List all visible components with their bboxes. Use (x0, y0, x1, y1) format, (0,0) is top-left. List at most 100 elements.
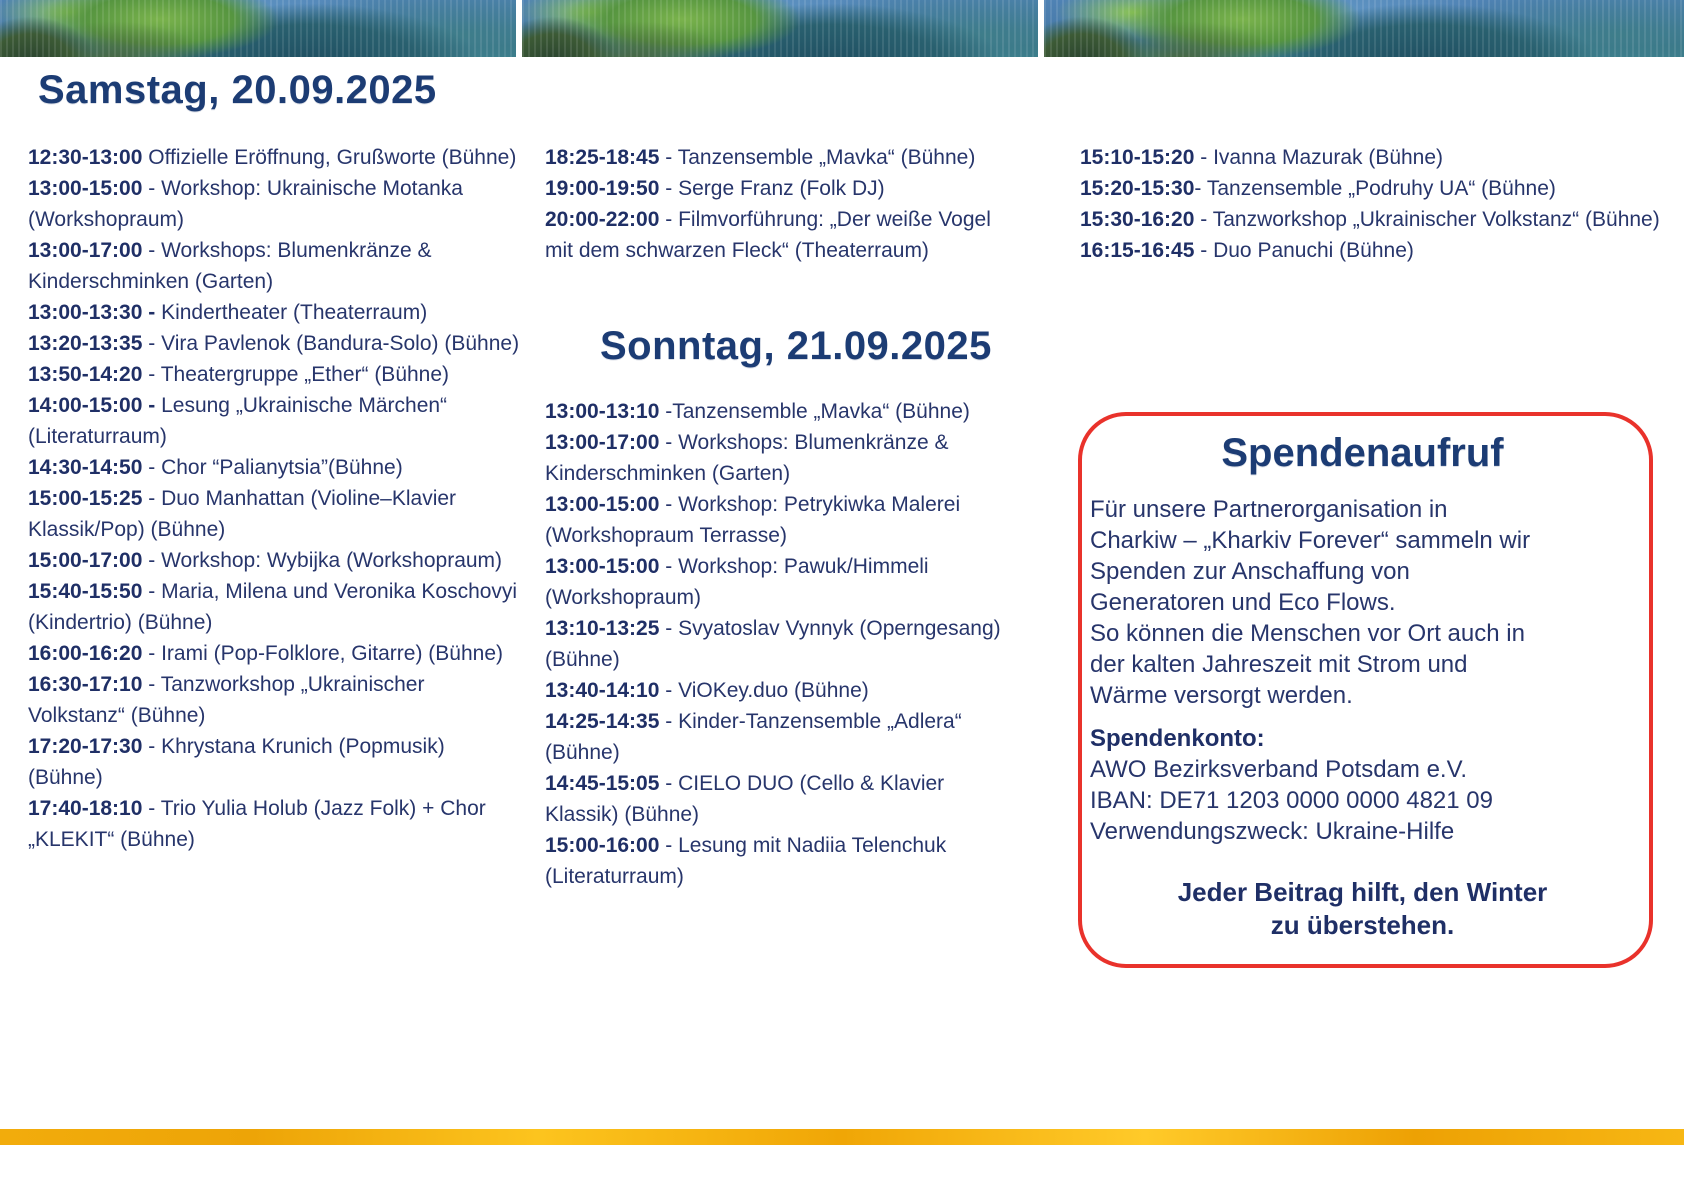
event-time: 13:00-17:00 (28, 239, 143, 262)
event-description: - Irami (Pop-Folklore, Gitarre) (Bühne) (142, 642, 504, 665)
event-description: Offizielle Eröffnung, Grußworte (Bühne) (142, 146, 517, 169)
event-time: 13:10-13:25 (545, 617, 660, 640)
event-description: - Serge Franz (Folk DJ) (659, 177, 885, 200)
schedule-event: 13:50-14:20 - Theatergruppe „Ether“ (Büh… (28, 359, 523, 390)
donation-box: Spendenaufruf Für unsere Partnerorganisa… (1078, 412, 1653, 968)
event-time: 13:00-17:00 (545, 431, 660, 454)
event-description: -Tanzensemble „Mavka“ (Bühne) (659, 400, 970, 423)
donation-body-line: der kalten Jahreszeit mit Strom und (1090, 651, 1468, 678)
event-description: - Workshops: Blumenkränze & Kinderschmin… (28, 239, 432, 293)
event-description: - Tanzensemble „Mavka“ (Bühne) (659, 146, 976, 169)
event-description: - Tanzworkshop „Ukrainischer Volkstanz“ … (1194, 208, 1660, 231)
event-description: - Duo Panuchi (Bühne) (1194, 239, 1414, 262)
schedule-event: 13:20-13:35 - Vira Pavlenok (Bandura-Sol… (28, 328, 523, 359)
event-time: 13:00-13:30 - (28, 301, 156, 324)
event-time: 14:25-14:35 (545, 710, 660, 733)
event-time: 15:40-15:50 (28, 580, 143, 603)
event-time: 15:00-17:00 (28, 549, 143, 572)
schedule-event: 13:00-17:00 - Workshops: Blumenkränze & … (28, 235, 523, 297)
schedule-event: 13:00-17:00 - Workshops: Blumenkränze & … (545, 427, 1015, 489)
schedule-event: 15:20-15:30- Tanzensemble „Podruhy UA“ (… (1080, 173, 1670, 204)
event-time: 15:20-15:30 (1080, 177, 1195, 200)
event-time: 19:00-19:50 (545, 177, 660, 200)
header-art-strip (0, 0, 1684, 57)
event-time: 17:20-17:30 (28, 735, 143, 758)
schedule-event: 14:25-14:35 - Kinder-Tanzensemble „Adler… (545, 706, 1015, 768)
schedule-event: 15:00-17:00 - Workshop: Wybijka (Worksho… (28, 545, 523, 576)
event-description: - Ivanna Mazurak (Bühne) (1194, 146, 1444, 169)
schedule-event: 15:40-15:50 - Maria, Milena und Veronika… (28, 576, 523, 638)
event-description: Lesung „Ukrainische Märchen“ (Literaturr… (28, 394, 448, 448)
donation-title: Spendenaufruf (1221, 431, 1504, 475)
schedule-event: 20:00-22:00 - Filmvorführung: „Der weiße… (545, 204, 1015, 266)
event-description: - Workshops: Blumenkränze & Kinderschmin… (545, 431, 949, 485)
schedule-event: 16:00-16:20 - Irami (Pop-Folklore, Gitar… (28, 638, 523, 669)
donation-footer-line: Jeder Beitrag hilft, den Winter (1177, 877, 1548, 907)
schedule-event: 13:00-15:00 - Workshop: Petrykiwka Maler… (545, 489, 1015, 551)
schedule-event: 16:30-17:10 - Tanzworkshop „Ukrainischer… (28, 669, 523, 731)
schedule-event: 14:45-15:05 - CIELO DUO (Cello & Klavier… (545, 768, 1015, 830)
art-panel-landscape (1044, 0, 1684, 57)
schedule-event: 15:00-16:00 - Lesung mit Nadiia Telenchu… (545, 830, 1015, 892)
event-time: 13:00-15:00 (28, 177, 143, 200)
event-description: - CIELO DUO (Cello & Klavier Klassik) (B… (545, 772, 945, 826)
event-description: - Tanzensemble „Podruhy UA“ (Bühne) (1194, 177, 1556, 200)
donation-body-line: Spenden zur Anschaffung von (1090, 558, 1410, 585)
event-time: 18:25-18:45 (545, 146, 660, 169)
event-time: 13:00-15:00 (545, 493, 660, 516)
schedule-event: 14:00-15:00 - Lesung „Ukrainische Märche… (28, 390, 523, 452)
event-description: - Filmvorführung: „Der weiße Vogel mit d… (545, 208, 991, 262)
event-time: 15:10-15:20 (1080, 146, 1195, 169)
event-time: 16:00-16:20 (28, 642, 143, 665)
schedule-event: 15:00-15:25 - Duo Manhattan (Violine–Kla… (28, 483, 523, 545)
middle-column: 18:25-18:45 - Tanzensemble „Mavka“ (Bühn… (545, 142, 1015, 892)
saturday-events-continued-list: 18:25-18:45 - Tanzensemble „Mavka“ (Bühn… (545, 142, 1015, 266)
event-description: Kindertheater (Theaterraum) (155, 301, 428, 324)
event-description: - Tanzworkshop „Ukrainischer Volkstanz“ … (28, 673, 425, 727)
event-description: - Workshop: Petrykiwka Malerei (Workshop… (545, 493, 961, 547)
schedule-event: 17:40-18:10 - Trio Yulia Holub (Jazz Fol… (28, 793, 523, 855)
schedule-event: 15:30-16:20 - Tanzworkshop „Ukrainischer… (1080, 204, 1670, 235)
event-description: - Workshop: Pawuk/Himmeli (Workshopraum) (545, 555, 929, 609)
event-time: 14:30-14:50 (28, 456, 143, 479)
saturday-title: Samstag, 20.09.2025 (38, 68, 437, 112)
event-time: 17:40-18:10 (28, 797, 143, 820)
donation-account-line: Verwendungszweck: Ukraine-Hilfe (1090, 818, 1455, 845)
event-description: - Theatergruppe „Ether“ (Bühne) (142, 363, 450, 386)
event-time: 16:15-16:45 (1080, 239, 1195, 262)
schedule-event: 13:00-13:30 - Kindertheater (Theaterraum… (28, 297, 523, 328)
sunday-title: Sonntag, 21.09.2025 (600, 324, 992, 368)
donation-body-line: Wärme versorgt werden. (1090, 682, 1353, 709)
art-panel-landscape (0, 0, 516, 57)
event-description: - Kinder-Tanzensemble „Adlera“ (Bühne) (545, 710, 962, 764)
event-time: 15:00-15:25 (28, 487, 143, 510)
event-time: 13:40-14:10 (545, 679, 660, 702)
schedule-event: 15:10-15:20 - Ivanna Mazurak (Bühne) (1080, 142, 1670, 173)
saturday-events-list: 12:30-13:00 Offizielle Eröffnung, Grußwo… (28, 142, 523, 855)
event-time: 15:00-16:00 (545, 834, 660, 857)
schedule-event: 17:20-17:30 - Khrystana Krunich (Popmusi… (28, 731, 523, 793)
event-time: 14:45-15:05 (545, 772, 660, 795)
schedule-event: 14:30-14:50 - Chor “Palianytsia”(Bühne) (28, 452, 523, 483)
art-panel-landscape (522, 0, 1038, 57)
schedule-event: 13:10-13:25 - Svyatoslav Vynnyk (Opernge… (545, 613, 1015, 675)
schedule-event: 13:00-15:00 - Workshop: Ukrainische Mota… (28, 173, 523, 235)
event-time: 12:30-13:00 (28, 146, 143, 169)
donation-account-line: AWO Bezirksverband Potsdam e.V. (1090, 756, 1468, 783)
schedule-event: 18:25-18:45 - Tanzensemble „Mavka“ (Bühn… (545, 142, 1015, 173)
event-description: - Chor “Palianytsia”(Bühne) (142, 456, 403, 479)
event-description: - Maria, Milena und Veronika Koschovyi (… (28, 580, 518, 634)
event-time: 14:00-15:00 - (28, 394, 156, 417)
right-column: 15:10-15:20 - Ivanna Mazurak (Bühne) 15:2… (1080, 142, 1670, 266)
event-description: - Duo Manhattan (Violine–Klavier Klassik… (28, 487, 457, 541)
event-time: 13:00-13:10 (545, 400, 660, 423)
sunday-events-continued-list: 15:10-15:20 - Ivanna Mazurak (Bühne) 15:2… (1080, 142, 1670, 266)
schedule-event: 13:00-15:00 - Workshop: Pawuk/Himmeli (W… (545, 551, 1015, 613)
schedule-event: 13:40-14:10 - ViOKey.duo (Bühne) (545, 675, 1015, 706)
event-description: - Workshop: Ukrainische Motanka (Worksho… (28, 177, 463, 231)
event-time: 13:20-13:35 (28, 332, 143, 355)
gold-divider (0, 1129, 1684, 1145)
schedule-event: 13:00-13:10 -Tanzensemble „Mavka“ (Bühne… (545, 396, 1015, 427)
event-time: 13:00-15:00 (545, 555, 660, 578)
